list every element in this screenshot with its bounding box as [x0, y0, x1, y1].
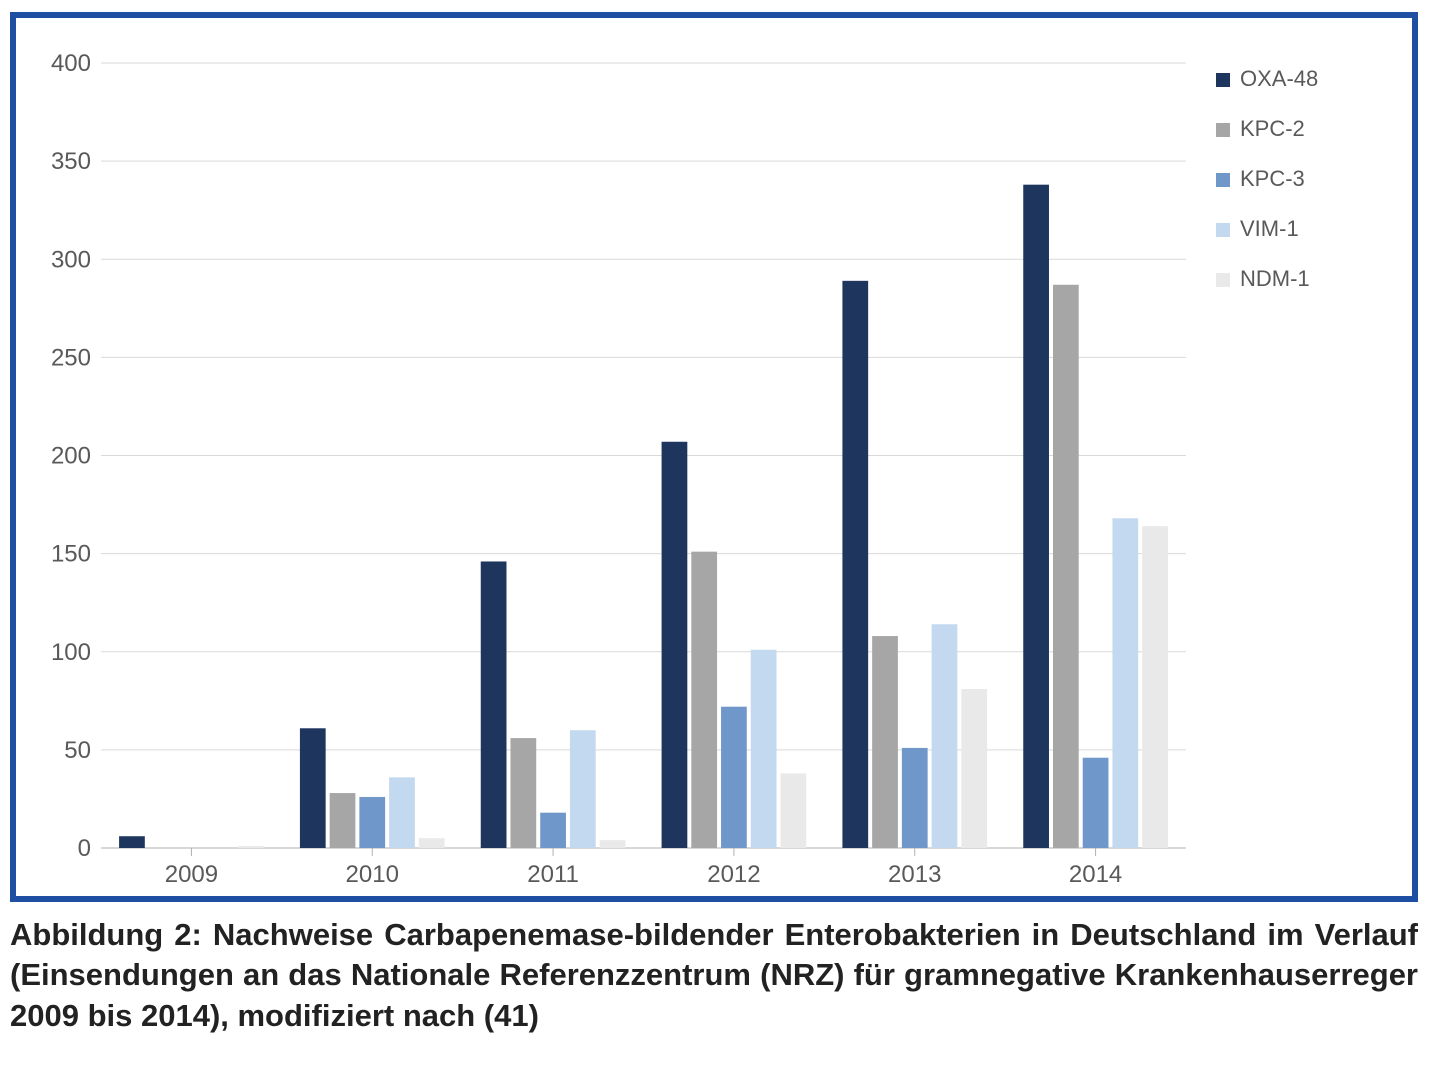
legend-marker [1216, 223, 1230, 237]
bar [1112, 518, 1138, 848]
bar [389, 777, 415, 848]
x-tick-label: 2009 [165, 861, 218, 888]
page: 0 50 100 150 200 250 300 350 400 2009 2010 2011 2012… [0, 0, 1429, 1070]
bar [510, 738, 536, 848]
legend-label: VIM-1 [1240, 216, 1299, 241]
y-tick-label: 100 [51, 639, 91, 666]
y-tick-label: 400 [51, 50, 91, 77]
y-tick-label: 350 [51, 148, 91, 175]
bar [721, 707, 747, 848]
bar [691, 552, 717, 848]
x-tick-label: 2014 [1069, 861, 1122, 888]
bar [842, 281, 868, 848]
bar [1142, 526, 1168, 848]
bar [902, 748, 928, 848]
y-tick-label: 250 [51, 344, 91, 371]
bar [330, 793, 356, 848]
bar [751, 650, 777, 848]
legend-marker [1216, 173, 1230, 187]
legend-marker [1216, 123, 1230, 137]
bar [238, 846, 264, 848]
chart-svg: 0 50 100 150 200 250 300 350 400 2009 2010 2011 2012… [16, 18, 1412, 896]
legend-marker [1216, 273, 1230, 287]
x-tick-label: 2013 [888, 861, 941, 888]
bar [932, 624, 958, 848]
bar [961, 689, 987, 848]
y-tick-label: 0 [78, 835, 91, 862]
bar [419, 838, 445, 848]
bar [1023, 185, 1049, 848]
legend-label: KPC-3 [1240, 166, 1305, 191]
bar [481, 561, 507, 848]
x-tick-label: 2012 [707, 861, 760, 888]
bar [600, 840, 626, 848]
bar [1083, 758, 1109, 848]
y-tick-label: 300 [51, 246, 91, 273]
legend-marker [1216, 73, 1230, 87]
x-tick-label: 2011 [527, 861, 579, 888]
bar [300, 728, 326, 848]
figure-caption: Abbildung 2: Nachweise Carbapenemase-bil… [10, 915, 1418, 1036]
bar [119, 836, 145, 848]
bar [781, 773, 807, 848]
bar [540, 813, 566, 848]
legend-label: OXA-48 [1240, 66, 1318, 91]
x-tick-label: 2010 [346, 861, 399, 888]
chart-frame: 0 50 100 150 200 250 300 350 400 2009 2010 2011 2012… [10, 12, 1418, 902]
y-tick-label: 200 [51, 443, 91, 470]
y-tick-label: 50 [64, 737, 91, 764]
bar [359, 797, 385, 848]
bar [872, 636, 898, 848]
legend-label: KPC-2 [1240, 116, 1305, 141]
bar [570, 730, 596, 848]
y-tick-label: 150 [51, 541, 91, 568]
bar [662, 442, 688, 848]
bar [1053, 285, 1079, 848]
legend-label: NDM-1 [1240, 266, 1310, 291]
